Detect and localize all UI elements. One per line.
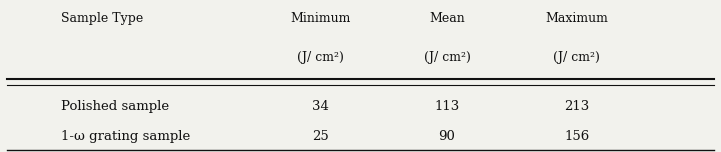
Text: 156: 156 — [564, 130, 590, 143]
Text: 90: 90 — [438, 130, 456, 143]
Text: Minimum: Minimum — [291, 12, 351, 25]
Text: 34: 34 — [312, 100, 329, 113]
Text: Sample Type: Sample Type — [61, 12, 143, 25]
Text: 113: 113 — [434, 100, 460, 113]
Text: (J/ cm²): (J/ cm²) — [297, 51, 345, 64]
Text: 213: 213 — [564, 100, 590, 113]
Text: Polished sample: Polished sample — [61, 100, 169, 113]
Text: 25: 25 — [312, 130, 329, 143]
Text: (J/ cm²): (J/ cm²) — [553, 51, 601, 64]
Text: 1-ω grating sample: 1-ω grating sample — [61, 130, 190, 143]
Text: Mean: Mean — [429, 12, 465, 25]
Text: Maximum: Maximum — [545, 12, 609, 25]
Text: (J/ cm²): (J/ cm²) — [423, 51, 471, 64]
